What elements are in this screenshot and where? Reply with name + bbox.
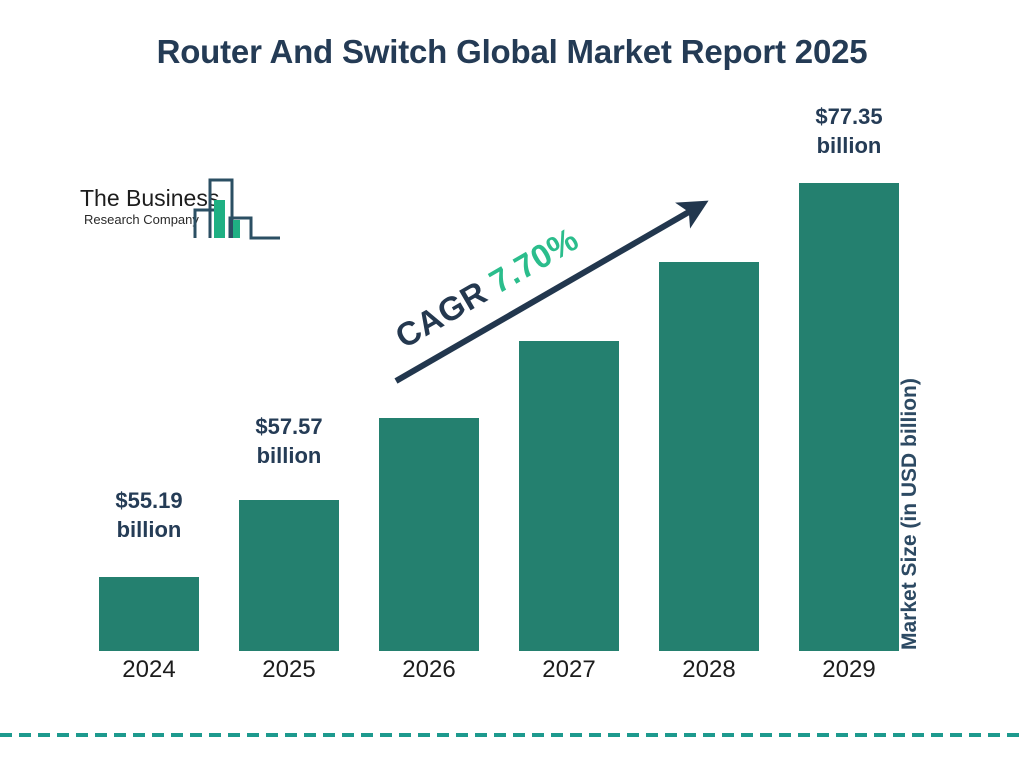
company-logo: The Business Research Company <box>78 172 283 250</box>
page-title: Router And Switch Global Market Report 2… <box>156 33 868 70</box>
bottom-divider <box>0 733 1024 737</box>
svg-text:The Business: The Business <box>80 185 219 211</box>
svg-text:Research Company: Research Company <box>84 212 199 227</box>
bar-chart-logo-icon: The Business Research Company <box>80 178 280 240</box>
y-axis-title: Market Size (in USD billion) <box>898 378 921 650</box>
